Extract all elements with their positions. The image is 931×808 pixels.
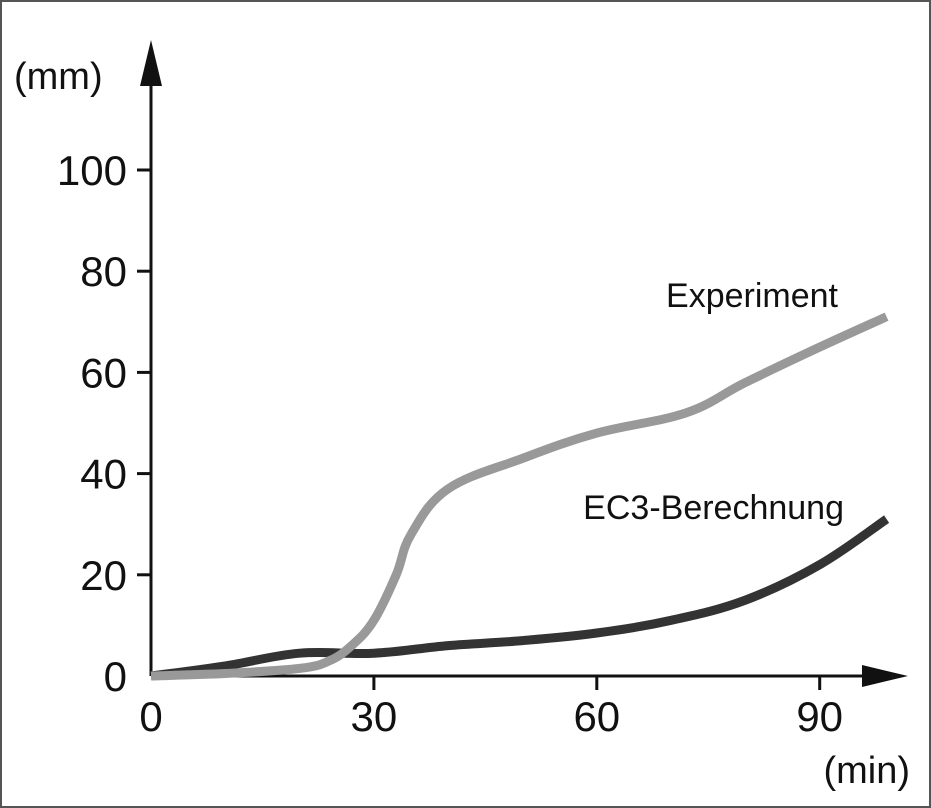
series-labels: Experiment EC3-Berechnung bbox=[583, 277, 844, 527]
x-tick-label: 60 bbox=[573, 693, 620, 740]
y-axis-arrow-icon bbox=[140, 40, 162, 86]
y-axis-label: (mm) bbox=[14, 56, 103, 98]
x-tick-label: 0 bbox=[139, 693, 162, 740]
series-label-ec3-berechnung: EC3-Berechnung bbox=[583, 489, 844, 527]
y-tick-label: 40 bbox=[80, 451, 127, 498]
series-lines bbox=[150, 312, 890, 681]
series-line-ec3-berechnung bbox=[150, 515, 890, 681]
x-axis-label: (min) bbox=[823, 750, 910, 792]
y-tick-label: 60 bbox=[80, 349, 127, 396]
x-tick-label: 30 bbox=[351, 693, 398, 740]
x-tick-label: 90 bbox=[796, 693, 843, 740]
y-tick-label: 20 bbox=[80, 552, 127, 599]
tick-labels: 0 20 40 60 80 100 0 30 60 90 (mm) (min) bbox=[14, 56, 910, 792]
x-axis-arrow-icon bbox=[862, 665, 908, 687]
y-tick-label: 0 bbox=[104, 653, 127, 700]
series-label-experiment: Experiment bbox=[666, 277, 839, 315]
series-line-experiment bbox=[150, 312, 889, 681]
y-tick-label: 80 bbox=[80, 248, 127, 295]
y-tick-label: 100 bbox=[57, 147, 127, 194]
